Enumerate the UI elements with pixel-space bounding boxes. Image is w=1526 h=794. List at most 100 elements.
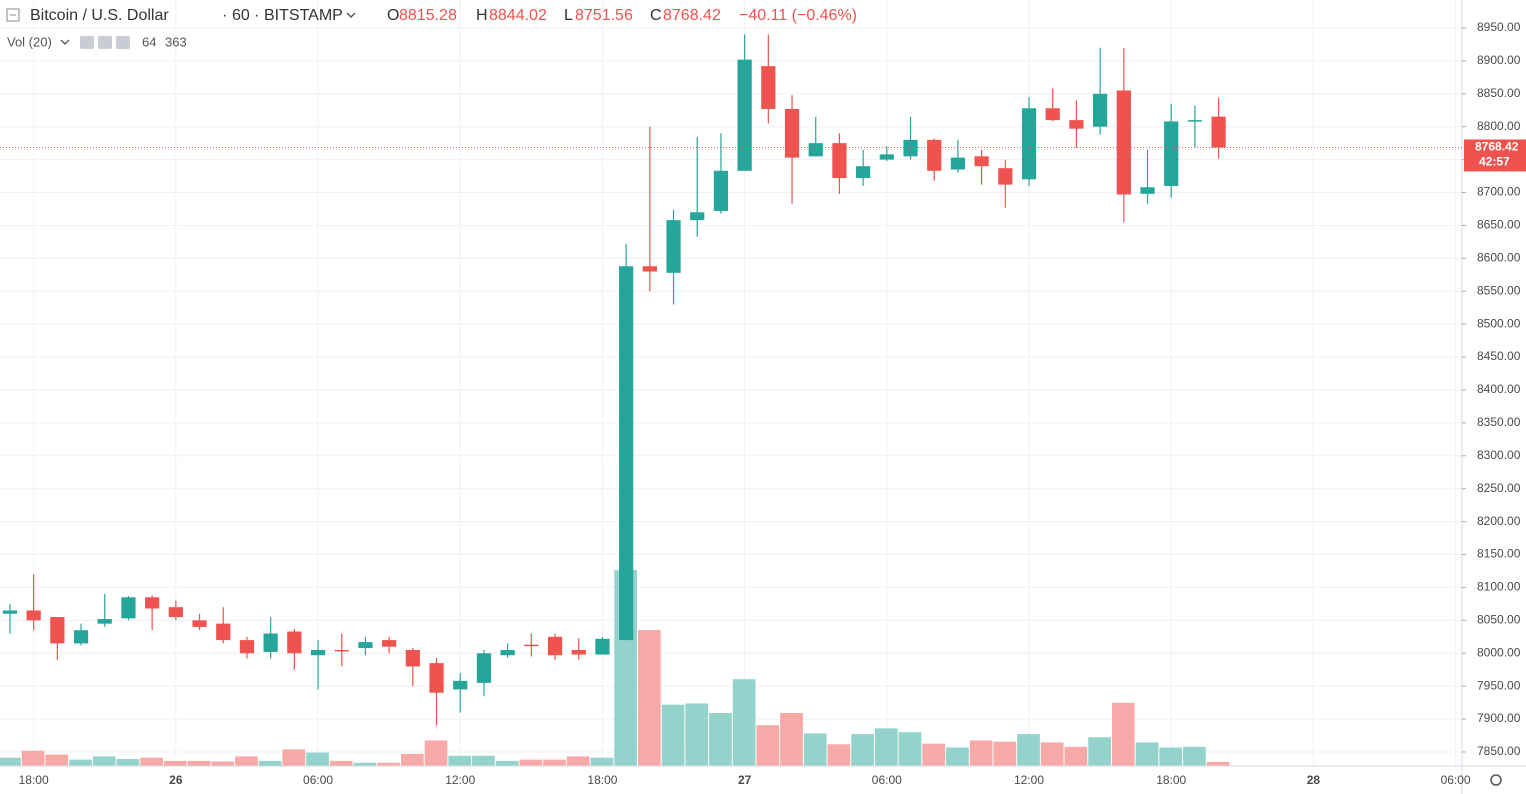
y-tick-label: 8450.00 [1477, 349, 1521, 363]
candle-body [1187, 120, 1203, 122]
volume-bar [400, 753, 424, 766]
x-tick-label: 06:00 [872, 773, 902, 787]
candle-body [382, 640, 397, 647]
candle-body [856, 166, 871, 179]
y-tick-label: 7900.00 [1477, 711, 1521, 725]
candle-body [690, 212, 705, 221]
eye-icon[interactable] [80, 36, 94, 49]
candle-body [1045, 108, 1060, 121]
volume-bar [851, 734, 874, 766]
volume-bar [519, 759, 543, 766]
ohlc-key: H [476, 7, 488, 24]
volume-bar [1017, 734, 1040, 766]
y-tick-label: 7950.00 [1477, 678, 1521, 692]
y-tick-label: 8400.00 [1477, 382, 1521, 396]
candle-body [453, 680, 468, 690]
candle-body [1116, 90, 1131, 195]
candle-body [642, 266, 657, 272]
volume-bar [709, 713, 732, 766]
volume-bar [258, 760, 282, 766]
volume-bar [637, 630, 661, 766]
volume-bar [803, 733, 827, 766]
candle-body [216, 623, 231, 641]
candle-body [524, 644, 539, 647]
ohlc-value: 8815.28 [399, 7, 457, 24]
candle-body [547, 636, 563, 656]
close-icon[interactable] [116, 36, 130, 49]
exchange[interactable]: BITSTAMP [264, 7, 343, 24]
x-tick-label: 18:00 [1156, 773, 1186, 787]
volume-bar [187, 760, 211, 766]
volume-bar [1088, 737, 1111, 766]
y-tick-label: 8950.00 [1477, 20, 1521, 34]
x-tick-label: 06:00 [1441, 773, 1471, 787]
candle-body [784, 108, 800, 158]
volume-ma: 363 [165, 34, 187, 49]
collapse-icon[interactable] [6, 8, 20, 22]
candle-body [192, 620, 207, 627]
candle-body [50, 617, 65, 644]
volume-bar [756, 725, 780, 766]
separator: · [254, 7, 259, 24]
candle-body [808, 143, 823, 157]
candle-body [903, 139, 918, 157]
y-tick-label: 8500.00 [1477, 316, 1521, 330]
settings-gear[interactable] [1490, 774, 1502, 786]
candle-body [429, 663, 444, 693]
volume-bar [922, 743, 946, 766]
volume-bar [1111, 702, 1135, 766]
volume-bar [353, 762, 377, 766]
grid [0, 0, 1462, 766]
candle-body [619, 266, 634, 641]
volume-bar [874, 728, 898, 766]
y-tick-label: 8700.00 [1477, 185, 1521, 199]
last-price-label: 8768.42 [1475, 140, 1519, 154]
y-tick-label: 8600.00 [1477, 251, 1521, 265]
y-tick-label: 8900.00 [1477, 53, 1521, 67]
candle-body [879, 154, 894, 160]
volume-bar [0, 757, 21, 766]
gear-icon[interactable] [1490, 774, 1502, 786]
dropdown-icon[interactable] [346, 12, 356, 18]
candle-body [595, 638, 610, 655]
volume-bar [140, 757, 163, 766]
y-tick-label: 8050.00 [1477, 613, 1521, 627]
settings-icon[interactable] [98, 36, 112, 49]
candle-body [239, 640, 255, 654]
candle-body [97, 619, 112, 624]
candle-body [713, 170, 729, 211]
candle-body [26, 610, 41, 621]
y-tick-label: 8000.00 [1477, 645, 1521, 659]
candle-body [1021, 108, 1037, 180]
volume-bar [92, 756, 116, 766]
candle-body [1164, 121, 1179, 186]
axes: 7850.00 7900.00 7950.00 8000.00 8050.00 8100.… [0, 20, 1526, 787]
volume-bar [566, 756, 590, 766]
dropdown-icon[interactable] [60, 39, 70, 45]
candle-body [334, 649, 349, 652]
candle-body [974, 156, 989, 167]
ohlc-key: C [650, 7, 662, 24]
ohlc-value: 8844.02 [489, 7, 547, 24]
candle-body [998, 168, 1013, 185]
x-tick-label: 18:00 [587, 773, 617, 787]
candle-body [950, 157, 966, 170]
candle-body [263, 633, 278, 652]
candle-body [1211, 116, 1226, 148]
volume-bar [946, 747, 969, 766]
volume-bar [1040, 742, 1064, 766]
candle-body [832, 143, 847, 179]
volume-bar [116, 758, 140, 766]
candle-body [168, 607, 183, 618]
x-tick-label: 06:00 [303, 773, 333, 787]
volume-bar [424, 740, 448, 766]
candle-body [121, 597, 136, 619]
volume-bar [590, 757, 614, 766]
volume-bar [377, 762, 400, 766]
x-tick-label: 12:00 [445, 773, 475, 787]
candles [2, 34, 1226, 726]
volume-bar [661, 704, 685, 766]
ohlc-key: O [387, 7, 399, 24]
candle-body [405, 649, 420, 667]
